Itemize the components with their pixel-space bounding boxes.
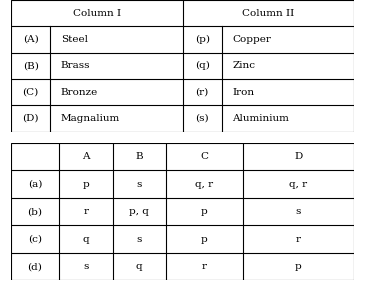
Text: (c): (c) [28, 235, 42, 244]
Text: q: q [136, 262, 143, 271]
Text: Zinc: Zinc [232, 61, 255, 70]
Text: (b): (b) [27, 207, 42, 216]
Text: Brass: Brass [61, 61, 90, 70]
Text: (a): (a) [28, 180, 42, 189]
Text: A: A [82, 152, 89, 161]
Text: q, r: q, r [195, 180, 214, 189]
Text: Column I: Column I [73, 9, 121, 18]
Text: r: r [83, 207, 88, 216]
Text: (A): (A) [23, 35, 39, 44]
Text: (C): (C) [23, 88, 39, 97]
Text: Steel: Steel [61, 35, 88, 44]
Text: s: s [83, 262, 88, 271]
Text: p: p [295, 262, 302, 271]
Text: p, q: p, q [129, 207, 149, 216]
Text: r: r [296, 235, 301, 244]
Text: q, r: q, r [289, 180, 308, 189]
Text: Column II: Column II [242, 9, 295, 18]
Text: (s): (s) [195, 114, 209, 123]
Text: p: p [82, 180, 89, 189]
Text: (D): (D) [22, 114, 39, 123]
Text: Magnalium: Magnalium [61, 114, 120, 123]
Text: B: B [135, 152, 143, 161]
Text: D: D [294, 152, 303, 161]
Text: p: p [201, 207, 208, 216]
Text: (d): (d) [27, 262, 42, 271]
Text: s: s [137, 235, 142, 244]
Text: p: p [201, 235, 208, 244]
Text: s: s [296, 207, 301, 216]
Text: Bronze: Bronze [61, 88, 98, 97]
Text: (p): (p) [195, 35, 210, 44]
Text: Aluminium: Aluminium [232, 114, 289, 123]
Text: (q): (q) [195, 61, 210, 70]
Text: (B): (B) [23, 61, 39, 70]
Text: Copper: Copper [232, 35, 271, 44]
Text: Iron: Iron [232, 88, 254, 97]
Text: q: q [82, 235, 89, 244]
Text: r: r [202, 262, 207, 271]
Text: s: s [137, 180, 142, 189]
Text: C: C [200, 152, 208, 161]
Text: (r): (r) [196, 88, 209, 97]
